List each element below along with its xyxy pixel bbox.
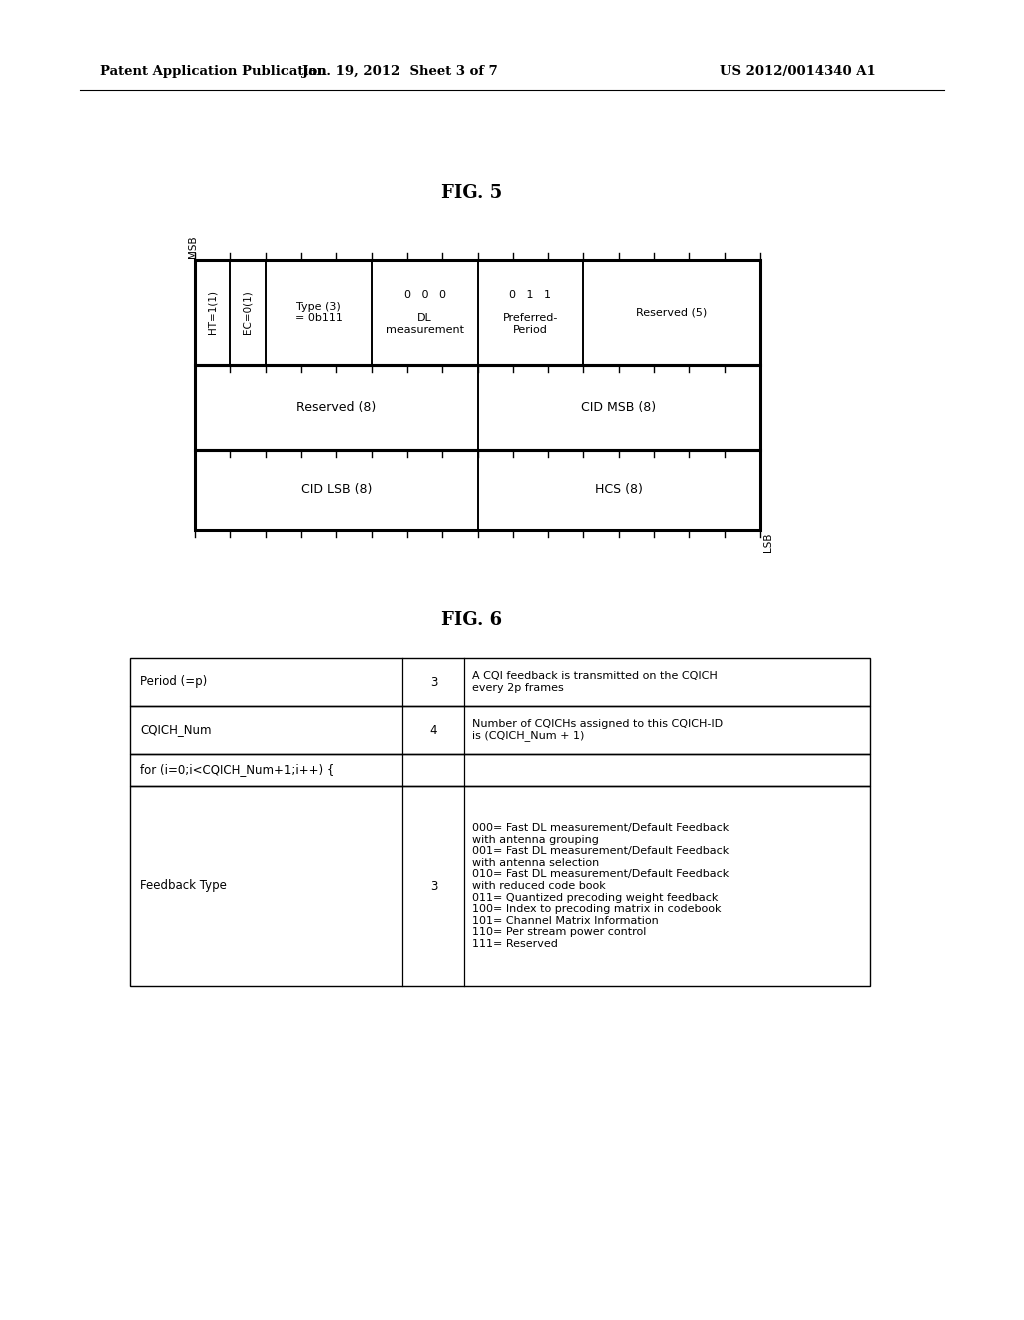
Bar — [130, 754, 870, 785]
Bar — [130, 706, 870, 754]
Text: Type (3)
= 0b111: Type (3) = 0b111 — [295, 302, 343, 323]
Text: FIG. 6: FIG. 6 — [441, 611, 503, 630]
Text: 4: 4 — [430, 723, 437, 737]
Text: Reserved (5): Reserved (5) — [636, 308, 708, 318]
Text: EC=0(1): EC=0(1) — [243, 290, 253, 334]
Bar — [130, 785, 870, 986]
Text: CID LSB (8): CID LSB (8) — [301, 483, 372, 496]
Text: HCS (8): HCS (8) — [595, 483, 643, 496]
Text: HT=1(1): HT=1(1) — [208, 290, 218, 334]
Text: A CQI feedback is transmitted on the CQICH
every 2p frames: A CQI feedback is transmitted on the CQI… — [472, 671, 718, 693]
Text: 000= Fast DL measurement/Default Feedback
with antenna grouping
001= Fast DL mea: 000= Fast DL measurement/Default Feedbac… — [472, 822, 730, 949]
Text: 0   0   0

DL
measurement: 0 0 0 DL measurement — [385, 290, 464, 335]
Text: US 2012/0014340 A1: US 2012/0014340 A1 — [720, 66, 876, 78]
Bar — [195, 260, 760, 366]
Text: FIG. 5: FIG. 5 — [441, 183, 503, 202]
Text: 3: 3 — [430, 676, 437, 689]
Text: for (i=0;i<CQICH_Num+1;i++) {: for (i=0;i<CQICH_Num+1;i++) { — [140, 763, 335, 776]
Text: 0   1   1

Preferred-
Period: 0 1 1 Preferred- Period — [503, 290, 558, 335]
Text: Patent Application Publication: Patent Application Publication — [100, 66, 327, 78]
Text: Number of CQICHs assigned to this CQICH-ID
is (CQICH_Num + 1): Number of CQICHs assigned to this CQICH-… — [472, 719, 724, 742]
Text: Feedback Type: Feedback Type — [140, 879, 227, 892]
Text: CID MSB (8): CID MSB (8) — [582, 401, 656, 414]
Text: LSB: LSB — [763, 532, 773, 552]
Text: Jan. 19, 2012  Sheet 3 of 7: Jan. 19, 2012 Sheet 3 of 7 — [302, 66, 498, 78]
Text: Reserved (8): Reserved (8) — [296, 401, 377, 414]
Text: 3: 3 — [430, 879, 437, 892]
Bar — [130, 657, 870, 706]
Bar — [195, 450, 760, 531]
Text: CQICH_Num: CQICH_Num — [140, 723, 212, 737]
Text: Period (=p): Period (=p) — [140, 676, 207, 689]
Text: MSB: MSB — [188, 235, 198, 257]
Bar — [195, 366, 760, 450]
